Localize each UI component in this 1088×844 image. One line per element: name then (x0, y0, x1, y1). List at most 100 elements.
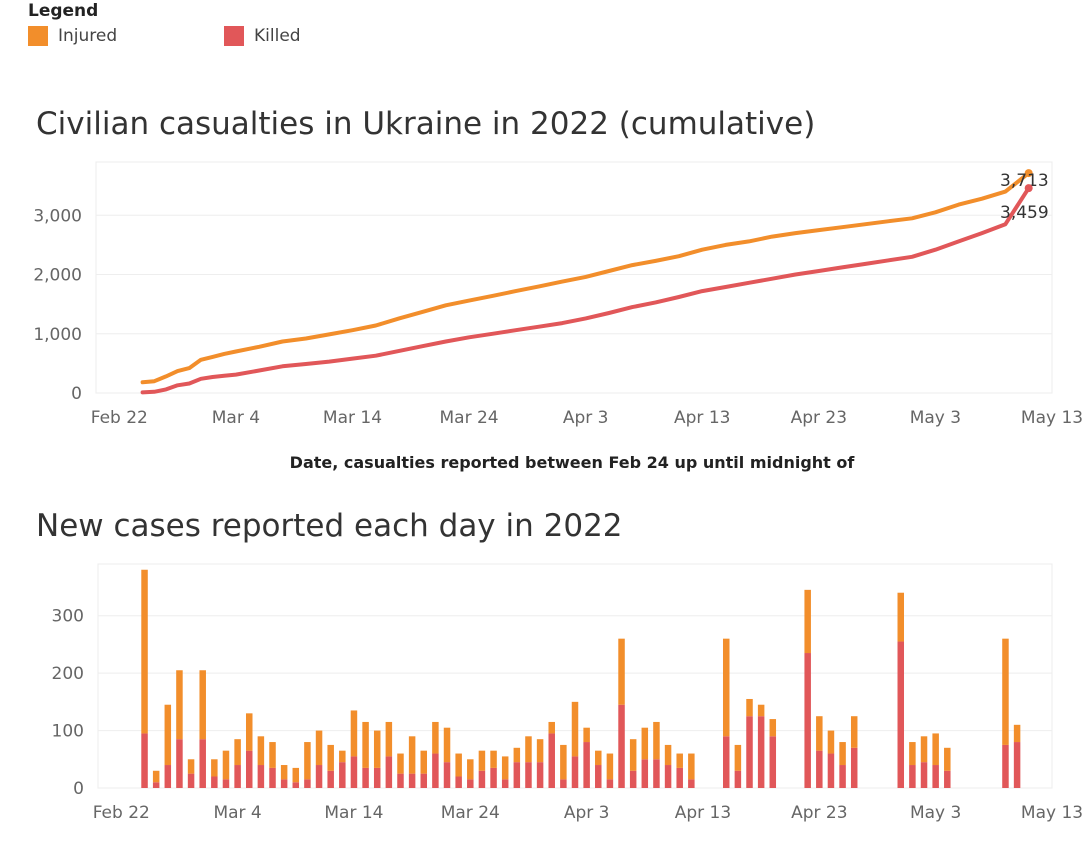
bar-y-tick-200: 200 (52, 664, 84, 684)
bar-injured-2022-03-26 (490, 750, 497, 768)
bar-injured-2022-05-04 (944, 747, 951, 771)
bar-killed-2022-04-04 (595, 765, 602, 788)
line-y-tick-3000: 3,000 (33, 206, 82, 226)
bar-injured-2022-04-03 (583, 727, 590, 743)
bar-killed-2022-03-01 (199, 739, 206, 788)
bar-injured-2022-03-28 (513, 747, 521, 763)
bar-killed-2022-03-05 (245, 750, 253, 788)
bar-x-tick-apr-3: Apr 3 (564, 803, 610, 823)
bar-injured-2022-04-19 (769, 719, 777, 737)
bar-injured-2022-02-27 (176, 670, 183, 740)
bar-injured-2022-05-10 (1013, 724, 1021, 743)
bar-killed-2022-02-28 (187, 773, 195, 788)
bar-injured-2022-02-26 (164, 704, 172, 766)
bar-injured-2022-04-04 (595, 750, 602, 766)
bar-injured-2022-03-16 (373, 730, 381, 768)
bar-injured-2022-04-24 (827, 730, 835, 754)
bar-killed-2022-04-12 (688, 779, 695, 788)
legend-swatch-killed (224, 26, 244, 46)
bar-injured-2022-04-12 (688, 753, 695, 780)
line-x-tick-may-13: May 13 (1021, 408, 1083, 428)
bar-killed-2022-04-05 (606, 779, 614, 788)
bar-injured-2022-03-04 (234, 739, 241, 766)
bar-x-tick-feb-22: Feb 22 (93, 803, 150, 823)
bar-killed-2022-04-25 (839, 765, 846, 788)
bar-injured-2022-03-22 (443, 727, 451, 763)
bar-injured-2022-04-30 (897, 592, 905, 642)
bar-killed-2022-02-27 (176, 739, 183, 788)
bar-killed-2022-03-19 (408, 773, 416, 788)
bar-killed-2022-05-01 (909, 765, 916, 788)
bar-killed-2022-03-12 (327, 770, 334, 788)
legend-label-killed: Killed (254, 26, 301, 46)
bar-y-tick-100: 100 (52, 722, 84, 742)
bar-killed-2022-04-02 (571, 756, 579, 788)
cumulative-chart-title: Civilian casualties in Ukraine in 2022 (… (36, 106, 816, 142)
bar-injured-2022-03-05 (245, 713, 253, 751)
bar-killed-2022-04-10 (664, 765, 672, 788)
bar-injured-2022-03-14 (350, 710, 358, 757)
bar-injured-2022-03-21 (432, 721, 439, 754)
line-x-tick-mar-24: Mar 24 (440, 408, 499, 428)
bar-injured-2022-03-30 (536, 739, 544, 763)
bar-killed-2022-03-30 (536, 762, 544, 788)
bar-injured-2022-03-19 (408, 736, 416, 774)
bar-killed-2022-03-10 (304, 779, 311, 788)
bar-injured-2022-03-07 (269, 742, 276, 768)
bar-injured-2022-04-18 (757, 704, 765, 717)
line-y-tick-2000: 2,000 (33, 266, 82, 286)
legend-item-injured[interactable]: Injured (28, 26, 117, 46)
line-x-tick-may-3: May 3 (910, 408, 961, 428)
bar-killed-2022-05-02 (920, 762, 928, 788)
bar-injured-2022-03-27 (501, 756, 509, 780)
bar-killed-2022-04-11 (676, 767, 683, 788)
bar-killed-2022-03-31 (548, 733, 555, 788)
bar-x-tick-apr-13: Apr 13 (675, 803, 731, 823)
bar-injured-2022-03-02 (211, 759, 218, 777)
bar-killed-2022-03-11 (315, 765, 323, 788)
bar-killed-2022-04-07 (629, 770, 637, 788)
bar-injured-2022-02-28 (187, 759, 195, 774)
bar-x-tick-may-3: May 3 (910, 803, 961, 823)
bar-injured-2022-03-06 (257, 736, 265, 766)
bar-x-tick-may-13: May 13 (1021, 803, 1083, 823)
bar-injured-2022-03-20 (420, 750, 428, 774)
bar-injured-2022-04-02 (571, 701, 579, 757)
bar-killed-2022-02-24 (141, 733, 148, 788)
daily-chart-title: New cases reported each day in 2022 (36, 508, 623, 544)
bar-killed-2022-02-25 (152, 782, 160, 788)
bar-killed-2022-03-03 (222, 779, 230, 788)
bar-injured-2022-04-25 (839, 742, 846, 766)
bar-injured-2022-04-11 (676, 753, 683, 768)
bar-injured-2022-04-07 (629, 739, 637, 771)
bar-killed-2022-04-22 (804, 653, 811, 788)
line-x-tick-mar-4: Mar 4 (212, 408, 260, 428)
bar-killed-2022-05-03 (932, 765, 939, 788)
bar-killed-2022-03-06 (257, 765, 265, 788)
bar-injured-2022-04-15 (722, 638, 730, 737)
bar-injured-2022-04-01 (560, 744, 567, 780)
bar-injured-2022-05-02 (920, 736, 928, 763)
bar-injured-2022-03-12 (327, 744, 334, 771)
bar-x-tick-mar-14: Mar 14 (324, 803, 383, 823)
bar-killed-2022-05-09 (1002, 744, 1009, 788)
line-x-tick-feb-22: Feb 22 (91, 408, 148, 428)
bar-killed-2022-03-14 (350, 756, 358, 788)
bar-injured-2022-04-06 (618, 638, 625, 705)
bar-killed-2022-04-15 (722, 736, 730, 788)
bar-killed-2022-03-27 (501, 779, 509, 788)
line-x-tick-mar-14: Mar 14 (323, 408, 382, 428)
legend-title: Legend (28, 1, 99, 21)
legend-item-killed[interactable]: Killed (224, 26, 301, 46)
bar-killed-2022-03-15 (362, 767, 369, 788)
line-x-tick-apr-3: Apr 3 (563, 408, 609, 428)
bar-killed-2022-03-22 (443, 762, 451, 788)
bar-injured-2022-03-10 (304, 742, 311, 780)
bar-killed-2022-04-09 (653, 759, 660, 788)
bar-injured-2022-03-23 (455, 753, 462, 777)
bar-injured-2022-03-11 (315, 730, 323, 766)
bar-killed-2022-04-06 (618, 704, 625, 788)
bar-injured-2022-03-29 (525, 736, 532, 763)
bar-injured-2022-03-24 (467, 759, 474, 780)
bar-injured-2022-03-08 (280, 765, 288, 780)
